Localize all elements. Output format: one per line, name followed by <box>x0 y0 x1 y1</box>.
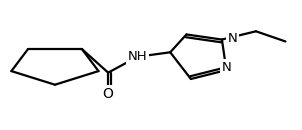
Text: N: N <box>221 61 231 74</box>
Text: O: O <box>103 87 114 101</box>
Text: NH: NH <box>128 50 147 63</box>
Text: N: N <box>228 32 237 45</box>
